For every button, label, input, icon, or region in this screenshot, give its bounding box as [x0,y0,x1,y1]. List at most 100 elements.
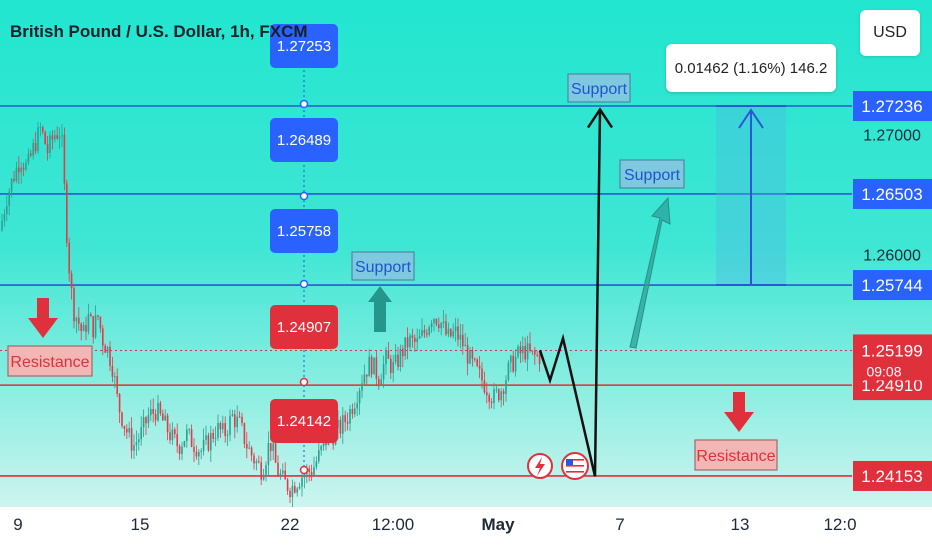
candle-body-171 [411,335,414,338]
candle-body-51 [123,425,126,429]
candle-body-115 [277,462,279,477]
candle-body-90 [217,422,219,438]
candle-body-154 [370,356,373,375]
candle-body-212 [510,355,512,363]
candle-body-103 [248,447,250,449]
candle-body-110 [265,465,267,477]
candle-body-201 [483,380,486,393]
candle-body-27 [66,183,68,243]
candle-body-173 [416,338,418,342]
candle-body-100 [241,416,243,424]
resistance-label-0: Resistance [10,354,89,371]
tag-dot-1 [299,191,309,201]
candle-body-170 [409,335,411,348]
candle-body-46 [111,365,114,377]
candle-body-101 [243,423,246,444]
candle-body-34 [82,325,85,331]
candle-body-182 [438,324,440,329]
candle-body-198 [476,359,478,366]
price-badge-label-1: 1.26503 [861,185,922,204]
candle-body-98 [236,416,238,428]
candle-body-132 [318,450,320,462]
level-tag-label-2: 1.25758 [277,223,331,240]
measure-tool [716,105,786,287]
candle-body-25 [61,135,63,137]
candle-body-19 [46,144,49,154]
x-tick-7: 12:0 [823,515,856,534]
x-tick-3: 12:00 [372,515,415,534]
candle-body-9 [22,167,25,170]
annotations: Support Support Support Resistance Resistanc… [7,73,778,480]
candle-body-224 [538,354,541,365]
candle-body-56 [135,442,138,446]
flag-stripe-1 [566,462,584,464]
candle-body-123 [296,488,298,493]
candle-body-205 [493,389,495,404]
candle-body-121 [291,485,294,498]
candle-body-191 [459,334,462,340]
candle-body-147 [354,408,356,415]
candle-body-21 [51,135,54,140]
candle-body-217 [522,346,524,354]
candle-body-210 [505,379,507,394]
candle-body-108 [260,462,262,480]
level-tag-3 [270,305,338,349]
candle-body-214 [514,356,517,372]
time-axis-bg [0,507,932,550]
measure-arrow-head [738,108,764,129]
candle-body-14 [34,142,37,152]
price-badge-0 [853,91,932,121]
candle-body-54 [130,428,133,451]
candle-body-70 [169,432,171,441]
candle-body-23 [56,135,58,139]
candle-body-141 [339,419,342,434]
candle-body-32 [78,317,80,324]
candle-body-161 [387,350,390,359]
candle-body-219 [526,343,529,360]
candle-body-84 [202,439,205,451]
candle-body-85 [205,435,207,440]
candle-body-193 [464,344,466,347]
candle-body-125 [301,477,303,487]
candle-body-61 [147,415,150,424]
candle-body-78 [188,429,190,431]
candle-body-88 [212,432,214,439]
candle-body-199 [478,365,481,369]
candle-body-178 [428,327,430,335]
candle-body-52 [126,428,128,433]
candle-body-94 [226,434,229,436]
currency-button[interactable]: USD [860,10,920,56]
candle-body-163 [392,362,394,373]
candle-body-73 [176,434,178,447]
level-tag-label-1: 1.26489 [277,132,331,149]
price-badge-label-0: 1.27236 [861,97,922,116]
candle-body-130 [313,467,315,476]
candle-body-11 [27,153,30,163]
candle-body-4 [10,178,13,192]
candle-body-218 [524,346,526,360]
candle-body-221 [531,350,534,352]
candle-body-93 [224,423,226,436]
candle-body-195 [469,350,471,364]
flag-stripe-4 [566,471,584,473]
candle-body-126 [303,474,306,478]
candle-body-89 [214,437,217,439]
flag-stripe-3 [566,468,584,470]
candle-body-119 [286,479,289,491]
candle-body-15 [37,127,39,152]
price-badge-2 [853,270,932,301]
x-tick-0: 9 [13,515,22,534]
candle-body-69 [166,415,169,433]
candle-body-167 [402,348,404,357]
candle-body-40 [97,315,99,317]
candle-body-204 [490,401,493,404]
candle-body-45 [109,346,111,366]
candle-body-145 [349,408,351,424]
x-tick-4: May [481,515,515,534]
candle-body-211 [507,362,510,380]
candle-body-116 [279,473,282,477]
candle-body-36 [87,314,90,332]
candle-body-39 [94,315,97,338]
